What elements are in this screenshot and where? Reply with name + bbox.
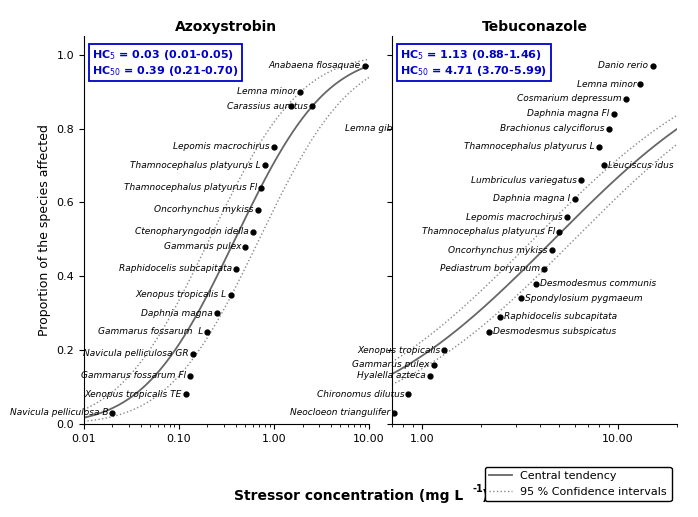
Text: Xenopus tropicalis L: Xenopus tropicalis L: [135, 290, 226, 299]
Text: Raphidocelis subcapitata: Raphidocelis subcapitata: [119, 264, 232, 273]
Text: Navicula pelliculosa B: Navicula pelliculosa B: [10, 408, 108, 417]
Text: Thamnocephalus platyurus Fl: Thamnocephalus platyurus Fl: [124, 183, 257, 192]
Text: Thamnocephalus platyurus L: Thamnocephalus platyurus L: [130, 161, 260, 170]
Text: Oncorhynchus mykiss: Oncorhynchus mykiss: [448, 246, 548, 255]
Text: Raphidocelis subcapitata: Raphidocelis subcapitata: [504, 312, 618, 322]
Text: Pediastrum boryanum: Pediastrum boryanum: [440, 264, 540, 273]
Text: HC$_5$ = 0.03 (0.01-0.05)
HC$_{50}$ = 0.39 (0.21-0.70): HC$_5$ = 0.03 (0.01-0.05) HC$_{50}$ = 0.…: [92, 48, 239, 78]
Text: Daphnia magna Fl: Daphnia magna Fl: [527, 109, 609, 118]
Text: Lepomis macrochirus: Lepomis macrochirus: [173, 143, 269, 151]
Text: Oncorhynchus mykiss: Oncorhynchus mykiss: [154, 205, 254, 214]
Text: Lepomis macrochirus: Lepomis macrochirus: [466, 212, 563, 222]
Text: Danio rerio: Danio rerio: [598, 61, 648, 70]
Text: HC$_5$ = 1.13 (0.88-1.46)
HC$_{50}$ = 4.71 (3.70-5.99): HC$_5$ = 1.13 (0.88-1.46) HC$_{50}$ = 4.…: [401, 48, 547, 78]
Text: Thamnocephalus platyurus Fl: Thamnocephalus platyurus Fl: [422, 227, 555, 236]
Title: Azoxystrobin: Azoxystrobin: [175, 20, 277, 34]
Text: Stressor concentration (mg L: Stressor concentration (mg L: [235, 489, 463, 504]
Text: Gammarus fossarum  L: Gammarus fossarum L: [98, 327, 203, 336]
Text: Desmodesmus communis: Desmodesmus communis: [540, 279, 656, 288]
Text: Daphnia magna: Daphnia magna: [141, 309, 212, 317]
Text: Gammarus pulex: Gammarus pulex: [163, 242, 241, 251]
Text: Ctenopharyngodon idella: Ctenopharyngodon idella: [135, 227, 248, 236]
Text: Lemna minor: Lemna minor: [577, 80, 637, 89]
Text: Lemna minor: Lemna minor: [237, 87, 296, 96]
Text: Carassius auratus: Carassius auratus: [227, 102, 308, 111]
Text: Lumbriculus variegatus: Lumbriculus variegatus: [471, 176, 577, 185]
Text: Xenopus tropicalis TE: Xenopus tropicalis TE: [85, 390, 182, 399]
Text: Anabaena flosaquae: Anabaena flosaquae: [268, 61, 360, 70]
Text: Cosmarium depressum: Cosmarium depressum: [517, 95, 622, 103]
Text: Gammarus fossarum Fl: Gammarus fossarum Fl: [80, 371, 186, 381]
Y-axis label: Proportion of the species affected: Proportion of the species affected: [38, 124, 51, 336]
Text: Xenopus tropicalis: Xenopus tropicalis: [357, 345, 440, 355]
Text: Spondylosium pygmaeum: Spondylosium pygmaeum: [526, 294, 643, 303]
Text: Chironomus dilutus: Chironomus dilutus: [317, 390, 404, 399]
Text: Thamnocephalus platyurus L: Thamnocephalus platyurus L: [464, 143, 595, 151]
Text: Hyalella azteca: Hyalella azteca: [357, 371, 426, 381]
Title: Tebuconazole: Tebuconazole: [482, 20, 588, 34]
Text: -1: -1: [473, 483, 484, 494]
Text: Leuciscus idus: Leuciscus idus: [609, 161, 674, 170]
Text: ): ): [482, 489, 489, 504]
Text: Gammarus pulex: Gammarus pulex: [352, 360, 430, 369]
Text: Lemna gibba: Lemna gibba: [345, 124, 403, 133]
Text: Daphnia magna I: Daphnia magna I: [493, 194, 570, 203]
Legend: Central tendency, 95 % Confidence intervals: Central tendency, 95 % Confidence interv…: [485, 467, 671, 501]
Text: Desmodesmus subspicatus: Desmodesmus subspicatus: [493, 327, 616, 336]
Text: Neocloeon triangulifer: Neocloeon triangulifer: [290, 408, 390, 417]
Text: Navicula pelliculosa GR: Navicula pelliculosa GR: [83, 349, 188, 358]
Text: Brachionus calyciflorus: Brachionus calyciflorus: [500, 124, 605, 133]
